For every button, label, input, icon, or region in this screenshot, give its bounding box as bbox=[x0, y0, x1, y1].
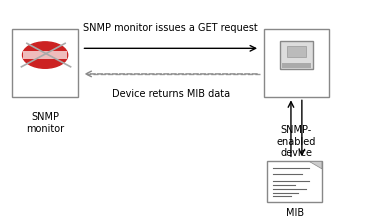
Text: SNMP-
enabled
device: SNMP- enabled device bbox=[277, 125, 316, 158]
FancyBboxPatch shape bbox=[282, 63, 311, 68]
Text: SNMP monitor issues a GET request: SNMP monitor issues a GET request bbox=[83, 23, 258, 33]
FancyBboxPatch shape bbox=[12, 29, 78, 97]
Text: Device returns MIB data: Device returns MIB data bbox=[112, 89, 230, 99]
FancyBboxPatch shape bbox=[267, 161, 322, 202]
Text: MIB: MIB bbox=[286, 208, 304, 218]
Polygon shape bbox=[309, 161, 322, 169]
FancyBboxPatch shape bbox=[23, 51, 67, 59]
Text: SNMP
monitor: SNMP monitor bbox=[26, 112, 64, 134]
FancyBboxPatch shape bbox=[287, 46, 305, 57]
FancyBboxPatch shape bbox=[264, 29, 329, 97]
FancyBboxPatch shape bbox=[280, 41, 313, 69]
Circle shape bbox=[22, 42, 68, 68]
